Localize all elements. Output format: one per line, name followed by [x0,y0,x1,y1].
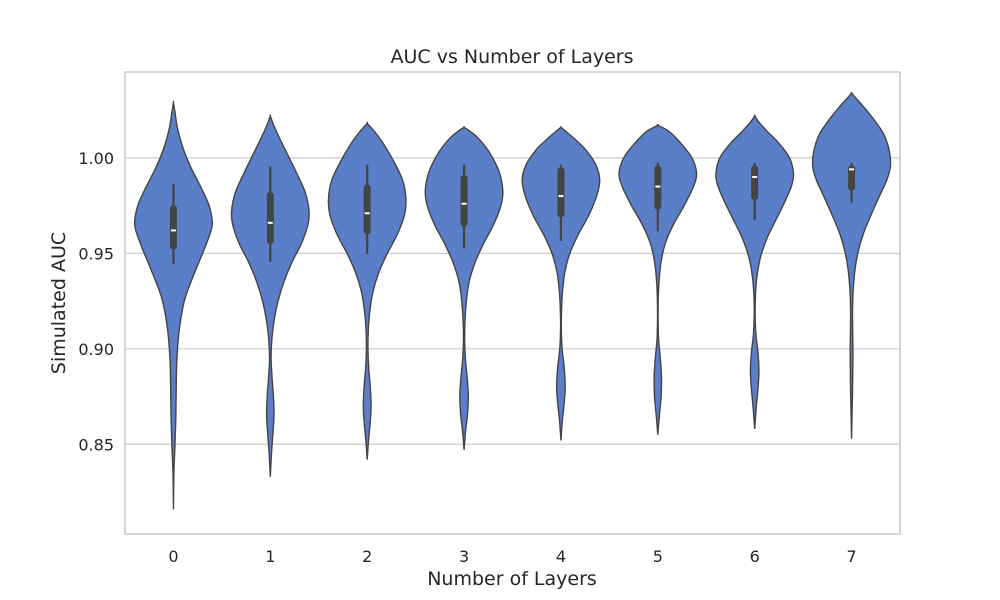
violin-body [133,100,213,510]
violin-body [715,114,795,430]
x-tick-label: 6 [750,547,760,566]
violin-5 [618,124,698,435]
violin-iqr-box [557,167,565,218]
y-axis-label: Simulated AUC [48,232,70,374]
x-axis-ticks: 0 1 2 3 4 5 6 7 [168,547,856,566]
y-tick-label: 0.90 [78,340,114,359]
y-tick-label: 0.95 [78,244,114,263]
violin-iqr-box [460,175,468,227]
violin-body [230,114,310,477]
violin-iqr-box [751,165,759,200]
y-tick-label: 1.00 [78,149,114,168]
violin-2 [327,121,407,460]
violin-iqr-box [363,184,371,235]
x-tick-label: 1 [265,547,275,566]
violin-iqr-box [848,165,856,191]
y-tick-label: 0.85 [78,435,114,454]
violin-iqr-box [169,205,177,250]
x-tick-label: 3 [459,547,469,566]
violins [133,91,892,510]
violin-body [327,121,407,460]
violin-body [424,126,504,451]
violin-body [521,126,601,441]
violin-3 [424,126,504,451]
violin-body [618,124,698,435]
plot-frame [124,71,901,535]
x-tick-label: 2 [362,547,372,566]
x-tick-label: 5 [653,547,663,566]
violin-6 [715,114,795,430]
x-tick-label: 7 [846,547,856,566]
violin-1 [230,114,310,477]
y-axis-ticks: 0.85 0.90 0.95 1.00 [78,149,114,454]
violin-4 [521,126,601,441]
chart-title: AUC vs Number of Layers [391,46,634,68]
violin-iqr-box [266,192,274,244]
x-axis-label: Number of Layers [427,568,597,590]
violin-0 [133,100,213,510]
violin-7 [811,91,892,439]
x-tick-label: 0 [168,547,178,566]
x-tick-label: 4 [556,547,566,566]
violin-body [811,91,892,439]
